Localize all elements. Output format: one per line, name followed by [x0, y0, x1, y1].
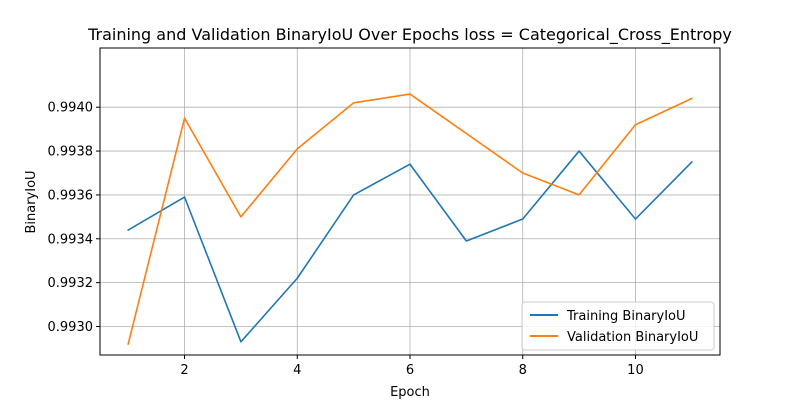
y-tick-label: 0.9938: [48, 145, 94, 160]
y-tick-label: 0.9936: [48, 188, 94, 203]
chart-title: Training and Validation BinaryIoU Over E…: [87, 25, 732, 45]
y-axis-label: BinaryIoU: [24, 170, 39, 233]
legend-label-validation: Validation BinaryIoU: [567, 330, 698, 345]
y-tick-label: 0.9940: [48, 101, 94, 116]
legend-label-training: Training BinaryIoU: [566, 309, 686, 324]
x-tick-label: 8: [519, 363, 527, 378]
grid: [100, 48, 720, 355]
x-tick-label: 10: [627, 363, 644, 378]
x-tick-label: 6: [406, 363, 414, 378]
y-tick-label: 0.9930: [48, 320, 94, 335]
legend-box: [521, 301, 715, 351]
x-axis-label: Epoch: [390, 385, 430, 400]
y-tick-label: 0.9932: [48, 276, 94, 291]
series-layer: [127, 93, 693, 346]
x-tick-label: 2: [180, 363, 188, 378]
axis-ticks: 2 4 6 8 10 0.9930 0.9932 0.9934 0.9936 0.9938 0.99…: [48, 101, 644, 378]
y-tick-label: 0.9934: [48, 232, 94, 247]
x-tick-label: 4: [293, 363, 301, 378]
legend: Training BinaryIoU Validation BinaryIoU: [521, 301, 715, 351]
